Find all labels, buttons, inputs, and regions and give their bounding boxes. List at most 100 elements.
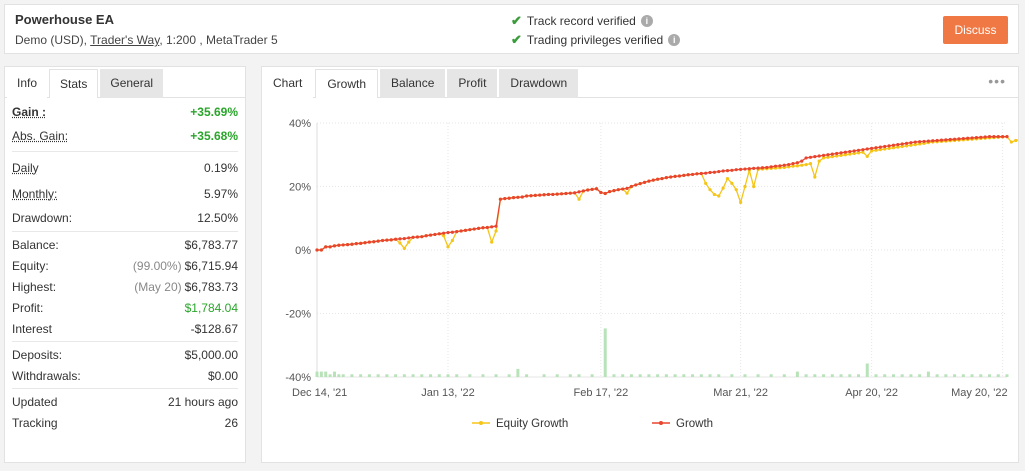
broker-link[interactable]: Trader's Way	[90, 33, 160, 47]
equity-growth-point	[402, 246, 406, 251]
growth-point	[1001, 135, 1005, 139]
growth-point	[773, 164, 778, 168]
growth-point	[433, 232, 437, 237]
growth-point	[428, 233, 433, 237]
tab-balance[interactable]: Balance	[380, 69, 446, 98]
more-options-icon[interactable]: •••	[988, 73, 1006, 89]
volume-bar	[525, 374, 529, 377]
growth-point	[603, 191, 607, 196]
legend-equity-marker	[479, 421, 483, 425]
legend-equity-growth: Equity Growth	[496, 418, 568, 430]
growth-point	[616, 188, 620, 192]
volume-bar	[455, 374, 459, 377]
volume-bar	[656, 374, 660, 377]
daily-label[interactable]: Daily	[12, 160, 39, 175]
trading-privileges-verified: ✔ Trading privileges verified i	[511, 32, 681, 48]
updated-value: 21 hours ago	[167, 394, 238, 409]
stat-deposits: Deposits: $5,000.00	[12, 344, 238, 365]
tab-chart[interactable]: Chart	[262, 69, 314, 98]
y-tick-label: 40%	[289, 118, 311, 130]
growth-point	[878, 145, 882, 149]
growth-point	[992, 135, 996, 139]
y-tick-label: 20%	[289, 182, 311, 194]
growth-point	[861, 148, 865, 152]
growth-point	[503, 196, 507, 201]
volume-bar	[341, 374, 345, 377]
volume-bar	[516, 368, 520, 377]
info-icon[interactable]: i	[640, 15, 653, 27]
equity-growth-point	[804, 162, 808, 167]
growth-point	[887, 144, 891, 148]
stat-tracking: Tracking 26	[12, 412, 238, 433]
deposits-value: $5,000.00	[184, 347, 238, 362]
growth-point	[424, 234, 428, 238]
growth-point	[389, 238, 393, 242]
volume-bar	[865, 363, 869, 377]
growth-point	[621, 187, 625, 191]
monthly-label[interactable]: Monthly:	[12, 186, 58, 201]
growth-point	[843, 150, 848, 154]
growth-point	[476, 226, 481, 231]
growth-point	[629, 184, 634, 189]
abs-gain-label[interactable]: Abs. Gain:	[12, 128, 69, 143]
info-icon[interactable]: i	[668, 34, 681, 46]
growth-point	[852, 149, 856, 153]
equity-growth-point	[843, 153, 848, 157]
growth-point	[952, 137, 957, 141]
growth-point	[909, 141, 913, 145]
volume-bar	[350, 374, 354, 377]
growth-point	[918, 140, 922, 144]
volume-bar	[1005, 374, 1009, 377]
growth-point	[446, 230, 450, 235]
growth-point	[660, 176, 664, 181]
growth-point	[607, 189, 612, 194]
interest-label: Interest	[12, 321, 53, 336]
tab-stats[interactable]: Stats	[49, 69, 99, 98]
growth-point	[939, 138, 944, 142]
interest-value: -$128.67	[190, 321, 238, 336]
gain-label[interactable]: Gain :	[12, 104, 47, 119]
volume-bar	[769, 374, 773, 377]
growth-point	[494, 224, 498, 228]
growth-point	[695, 172, 699, 176]
tab-profit[interactable]: Profit	[447, 69, 498, 98]
tracking-value: 26	[224, 415, 238, 430]
growth-point	[721, 169, 725, 173]
growth-point	[970, 136, 974, 140]
stat-balance: Balance: $6,783.77	[12, 234, 238, 255]
growth-point	[896, 142, 900, 147]
volume-bar	[857, 374, 861, 377]
x-tick-label: May 20, '22	[951, 387, 1008, 399]
volume-bar	[874, 374, 878, 377]
growth-point	[450, 230, 454, 234]
volume-bar	[385, 374, 389, 377]
tab-drawdown[interactable]: Drawdown	[499, 69, 579, 98]
volume-bar	[446, 374, 450, 377]
growth-point	[359, 241, 363, 245]
volume-bar	[848, 374, 852, 377]
equity-growth-point	[878, 148, 882, 152]
tab-info[interactable]: Info	[7, 69, 48, 98]
volume-bar	[673, 374, 677, 377]
volume-bar	[332, 371, 336, 377]
volume-bar	[756, 374, 760, 377]
equity-growth-point	[712, 192, 717, 197]
x-tick-label: Feb 17, '22	[574, 387, 629, 399]
growth-point	[704, 171, 708, 175]
growth-point	[900, 142, 904, 146]
volume-bar	[900, 374, 904, 377]
volume-bar	[743, 374, 747, 377]
growth-point	[345, 243, 350, 247]
equity-growth-point	[891, 146, 896, 150]
growth-point	[690, 172, 695, 177]
discuss-button[interactable]: Discuss	[943, 16, 1008, 44]
volume-bar	[507, 374, 511, 377]
volume-bar	[926, 371, 930, 377]
tab-general[interactable]: General	[100, 69, 164, 98]
tab-growth[interactable]: Growth	[315, 69, 379, 98]
growth-point	[612, 189, 616, 193]
growth-point	[398, 237, 402, 241]
equity-growth-point	[821, 156, 826, 160]
stat-drawdown: Drawdown: 12.50%	[12, 206, 238, 229]
volume-bar	[730, 374, 734, 377]
